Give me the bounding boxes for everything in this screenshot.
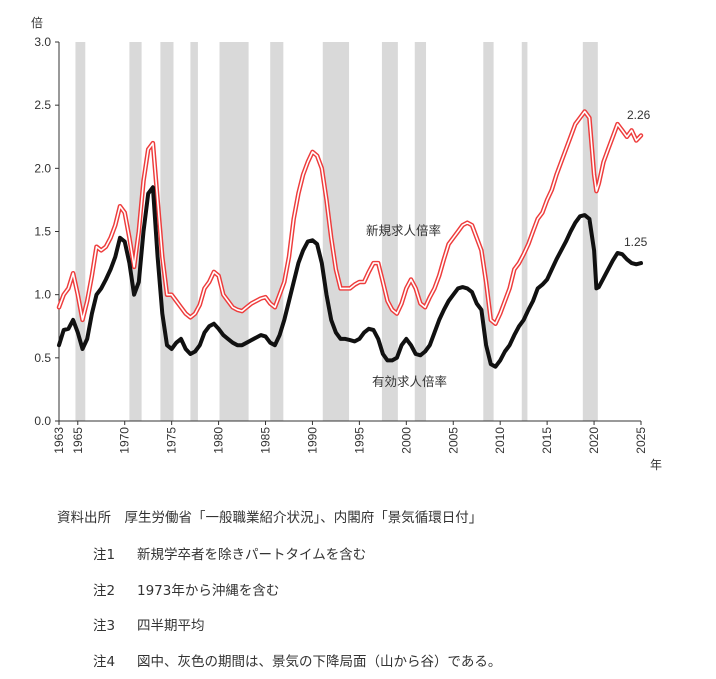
end-label-active-openings: 1.25 <box>624 235 648 249</box>
note-text: 1973年から沖縄を含む <box>137 583 280 599</box>
recession-band <box>322 42 350 421</box>
recession-band <box>483 42 494 421</box>
x-tick-label: 1995 <box>352 427 366 454</box>
x-tick-label: 2000 <box>399 427 413 454</box>
note-label: 注4 <box>93 654 116 670</box>
x-tick-label: 1975 <box>165 427 179 454</box>
recession-band <box>190 42 198 421</box>
x-tick-label: 1985 <box>259 427 273 454</box>
x-tick-label: 2005 <box>446 427 460 454</box>
note-text: 新規学卒者を除きパートタイムを含む <box>137 547 367 563</box>
source-note: 資料出所 厚生労働省「一般職業紹介状況」、内閣府「景気循環日付」 <box>57 510 483 526</box>
y-unit-label: 倍 <box>31 15 43 30</box>
recession-band <box>270 42 284 421</box>
y-tick-label: 0.0 <box>34 414 51 428</box>
y-tick-label: 2.0 <box>34 161 51 175</box>
annotation-new-openings-ratio: 新規求人倍率 <box>366 223 441 238</box>
y-tick-label: 1.5 <box>34 225 51 239</box>
recession-band <box>129 42 142 421</box>
y-tick-label: 1.0 <box>34 288 51 302</box>
note-item: 注4 図中、灰色の期間は、景気の下降局面（山から谷）である。 <box>93 650 501 670</box>
y-tick-label: 0.5 <box>34 351 51 365</box>
annotation-active-openings-ratio: 有効求人倍率 <box>372 374 447 389</box>
x-tick-label: 1965 <box>71 427 85 454</box>
y-tick-label: 3.0 <box>34 35 51 49</box>
note-text: 図中、灰色の期間は、景気の下降局面（山から谷）である。 <box>137 654 502 670</box>
x-tick-label: 2015 <box>540 427 554 454</box>
series-line-new-openings-inner <box>58 110 642 325</box>
end-label-new-openings: 2.26 <box>627 108 651 122</box>
note-text: 四半期平均 <box>137 618 205 634</box>
series-lines <box>56 109 644 369</box>
recession-band <box>381 42 398 421</box>
x-tick-label: 2010 <box>493 427 507 454</box>
recession-band <box>521 42 528 421</box>
x-tick-label: 1980 <box>212 427 226 454</box>
recession-band <box>414 42 427 421</box>
x-tick-label: 2020 <box>587 427 601 454</box>
x-ticks: 1963 1965 1970 1975 1980 1985 1990 1995 2000 2005… <box>52 421 648 454</box>
x-tick-label: 1963 <box>52 427 66 454</box>
y-ticks: 0.0 0.5 1.0 1.5 2.0 2.5 3.0 <box>34 35 59 428</box>
note-item: 注2 1973年から沖縄を含む <box>93 579 279 599</box>
note-item: 注1 新規学卒者を除きパートタイムを含む <box>93 543 366 563</box>
note-label: 注3 <box>93 618 116 634</box>
chart-area: 0.00.51.01.52.02.53.0 1963 1965 1970 1975 19… <box>31 15 662 472</box>
recession-band <box>219 42 249 421</box>
axes <box>58 42 641 422</box>
x-unit-label: 年 <box>650 458 662 472</box>
x-tick-label: 2025 <box>634 427 648 454</box>
y-tick-label: 2.5 <box>34 98 51 112</box>
recession-band <box>75 42 86 421</box>
note-label: 注1 <box>93 547 116 563</box>
recession-bands <box>75 42 598 421</box>
note-item: 注3 四半期平均 <box>93 614 205 634</box>
x-tick-label: 1970 <box>118 427 132 454</box>
x-tick-label: 1990 <box>305 427 319 454</box>
series-line-active-openings <box>57 185 643 369</box>
note-label: 注2 <box>93 583 116 599</box>
